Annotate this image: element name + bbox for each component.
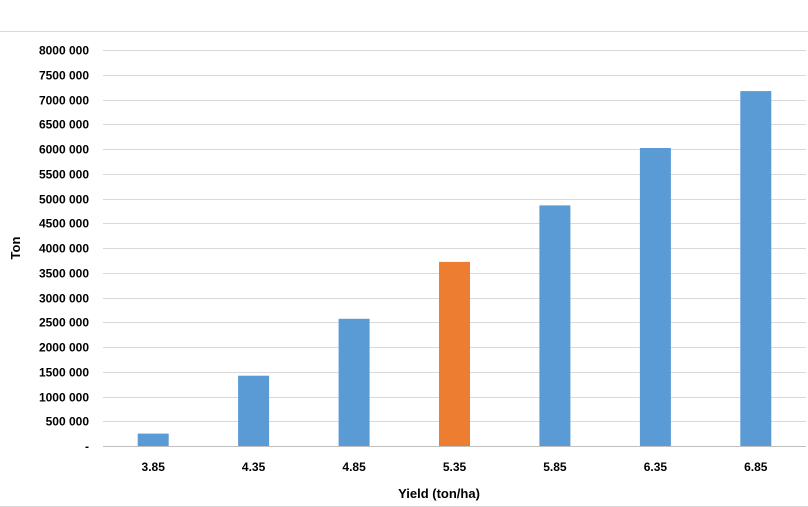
y-tick-label: 3500 000 bbox=[39, 267, 89, 281]
bar-4-85 bbox=[338, 318, 370, 446]
y-tick-label: 500 000 bbox=[46, 415, 90, 429]
y-tick-label: 1500 000 bbox=[39, 366, 89, 380]
x-tick-label: 4.85 bbox=[342, 460, 366, 474]
y-tick-label: 2000 000 bbox=[39, 341, 89, 355]
y-tick-label: 5500 000 bbox=[39, 168, 89, 182]
gridlines bbox=[103, 50, 806, 422]
y-tick-label: 5000 000 bbox=[39, 193, 89, 207]
y-tick-label: 3000 000 bbox=[39, 292, 89, 306]
y-tick-label: - bbox=[85, 440, 89, 454]
y-tick-label: 1000 000 bbox=[39, 391, 89, 405]
x-tick-labels: 3.85 4.35 4.85 5.35 5.85 6.35 6.85 bbox=[142, 460, 768, 474]
y-tick-label: 6500 000 bbox=[39, 118, 89, 132]
y-tick-label: 4500 000 bbox=[39, 217, 89, 231]
bar-5-35 bbox=[439, 261, 470, 446]
bars bbox=[137, 91, 772, 446]
x-tick-label: 5.35 bbox=[443, 460, 467, 474]
bar-5-85 bbox=[539, 205, 571, 446]
y-tick-label: 8000 000 bbox=[39, 44, 89, 58]
bar-6-85 bbox=[740, 91, 772, 446]
y-tick-label: 2500 000 bbox=[39, 316, 89, 330]
y-tick-label: 7500 000 bbox=[39, 69, 89, 83]
y-tick-label: 6000 000 bbox=[39, 143, 89, 157]
x-tick-label: 4.35 bbox=[242, 460, 266, 474]
top-border-line bbox=[0, 31, 808, 32]
y-axis-title: Ton bbox=[8, 237, 23, 260]
bar-3-85 bbox=[137, 433, 169, 446]
bar-4-35 bbox=[238, 375, 270, 446]
x-tick-label: 3.85 bbox=[142, 460, 166, 474]
x-tick-label: 5.85 bbox=[543, 460, 567, 474]
y-tick-label: 4000 000 bbox=[39, 242, 89, 256]
x-tick-label: 6.85 bbox=[744, 460, 768, 474]
x-axis-title: Yield (ton/ha) bbox=[398, 486, 480, 501]
bar-6-35 bbox=[639, 148, 671, 446]
y-tick-label: 7000 000 bbox=[39, 94, 89, 108]
x-tick-label: 6.35 bbox=[644, 460, 668, 474]
y-tick-labels: - 500 000 1000 000 1500 000 2000 000 2500 000… bbox=[39, 44, 89, 454]
